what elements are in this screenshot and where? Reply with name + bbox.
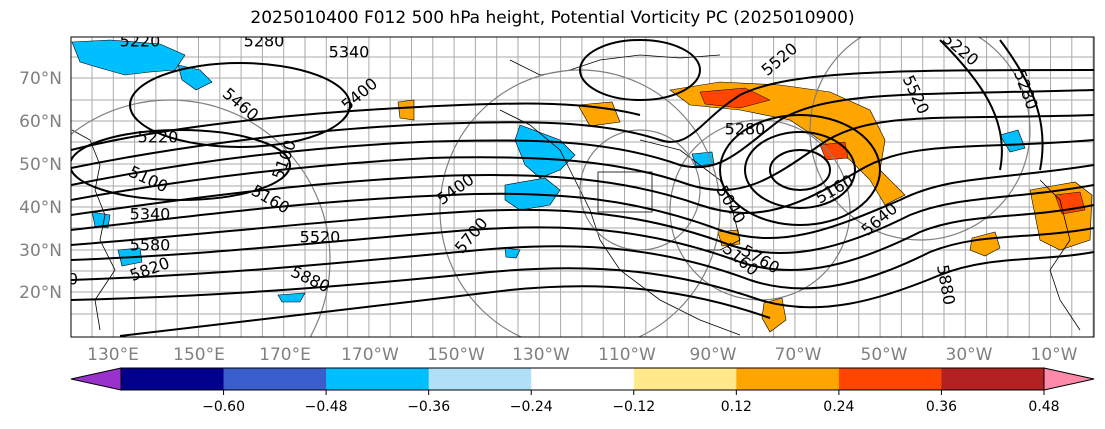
longitude-label: 10°W bbox=[1031, 345, 1078, 365]
coast-north-america-east bbox=[639, 139, 741, 251]
contour-9 bbox=[71, 89, 1094, 186]
longitude-label: 170°W bbox=[341, 345, 399, 365]
colorbar-outline bbox=[120, 367, 1045, 391]
contour-10 bbox=[71, 69, 1094, 169]
colorbar-tick-label: −0.24 bbox=[510, 399, 553, 415]
pv-core-newfoundland bbox=[819, 141, 849, 161]
colorbar-segment bbox=[326, 368, 430, 390]
pv-blob-north-pacific bbox=[71, 39, 186, 76]
contour-5 bbox=[71, 251, 1094, 309]
contour-7 bbox=[71, 139, 1094, 216]
latitude-axis: 70°N 60°N 50°N 40°N 30°N 20°N bbox=[19, 69, 62, 303]
contour-4 bbox=[71, 227, 1094, 290]
map-frame bbox=[70, 36, 1095, 338]
colorbar-tick-label: −0.36 bbox=[407, 399, 450, 415]
contour-1 bbox=[71, 164, 1094, 240]
longitude-axis: 130°E 150°E 170°E 170°W 150°W 130°W 110°W 90°W 7… bbox=[87, 345, 1078, 365]
colorbar-segment bbox=[633, 368, 737, 390]
longitude-label: 30°W bbox=[946, 345, 993, 365]
longitude-label: 70°W bbox=[775, 345, 822, 365]
contour-label: 5340 bbox=[329, 43, 370, 62]
state-lines bbox=[597, 171, 653, 213]
colorbar-tick-label: 0.48 bbox=[1028, 399, 1059, 415]
contour-low-arctic bbox=[579, 39, 701, 101]
contour-label: 5580 bbox=[130, 236, 171, 255]
height-contours bbox=[71, 39, 1094, 337]
colorbar-segment bbox=[428, 368, 532, 390]
colorbar-ticks: −0.60 −0.48 −0.36 −0.24 −0.12 0.12 0.24 0.36 0.4… bbox=[202, 390, 1060, 415]
contour-label: 0 bbox=[68, 270, 78, 289]
colorbar-segment bbox=[121, 368, 225, 390]
latitude-label: 30°N bbox=[19, 241, 62, 261]
map-title: 2025010400 F012 500 hPa height, Potentia… bbox=[250, 8, 855, 28]
colorbar-tick-label: 0.24 bbox=[823, 399, 854, 415]
pv-blob-central-pacific bbox=[277, 292, 306, 303]
circle-pacific-west bbox=[71, 99, 331, 337]
contour-low-atlantic-inner bbox=[769, 149, 831, 191]
pv-blob-north-atlantic bbox=[669, 81, 906, 206]
colorbar-extend-left bbox=[70, 367, 122, 391]
colorbar-segment bbox=[838, 368, 942, 390]
colorbar-tick-label: −0.60 bbox=[202, 399, 245, 415]
colorbar-segment bbox=[941, 368, 1045, 390]
longitude-label: 110°W bbox=[598, 345, 656, 365]
contour-3 bbox=[71, 204, 1094, 272]
colorbar-tick-label: 0.12 bbox=[721, 399, 752, 415]
coast-arctic bbox=[509, 54, 721, 76]
circle-north-atlantic bbox=[809, 37, 1031, 241]
contour-label: 5340 bbox=[130, 205, 171, 224]
longitude-label: 130°E bbox=[87, 345, 139, 365]
contour-label: 5220 bbox=[120, 32, 161, 51]
pv-blob-kamchatka bbox=[177, 64, 213, 91]
latitude-label: 60°N bbox=[19, 112, 62, 132]
contour-label: 5280 bbox=[244, 32, 285, 51]
contour-low-pacific bbox=[71, 129, 291, 201]
colorbar-segment bbox=[531, 368, 635, 390]
longitude-label: 130°W bbox=[512, 345, 570, 365]
latitude-label: 40°N bbox=[19, 198, 62, 218]
colorbar-tick-label: −0.12 bbox=[612, 399, 655, 415]
longitude-label: 50°W bbox=[861, 345, 908, 365]
colorbar-tick-label: 0.36 bbox=[926, 399, 957, 415]
contour-label: 5220 bbox=[138, 128, 179, 147]
negative-pv-regions bbox=[71, 39, 1026, 303]
longitude-label: 170°E bbox=[259, 345, 311, 365]
contour-2 bbox=[71, 184, 1094, 255]
coast-asia bbox=[71, 129, 116, 331]
colorbar-segment bbox=[736, 368, 840, 390]
contour-ridge-east bbox=[939, 39, 1003, 171]
latitude-label: 50°N bbox=[19, 155, 62, 175]
contour-label: 5280 bbox=[725, 120, 766, 139]
colorbar-tick-label: −0.48 bbox=[305, 399, 348, 415]
contour-ridge-east-2 bbox=[999, 39, 1044, 171]
longitude-label: 90°W bbox=[690, 345, 737, 365]
longitude-label: 150°W bbox=[427, 345, 485, 365]
coast-europe-africa bbox=[1039, 179, 1081, 331]
coastlines bbox=[71, 54, 1081, 336]
contour-label: 5520 bbox=[300, 228, 341, 247]
latitude-label: 70°N bbox=[19, 69, 62, 89]
pv-blob-asia-1 bbox=[91, 211, 111, 229]
pv-blob-atlantic bbox=[999, 129, 1026, 153]
contour-8 bbox=[71, 114, 1094, 201]
contour-low-atlantic-outer bbox=[719, 114, 881, 226]
circle-inner bbox=[579, 129, 701, 251]
latitude-label: 20°N bbox=[19, 283, 62, 303]
contour-low-atlantic-mid bbox=[744, 131, 856, 209]
contour-11 bbox=[71, 102, 641, 151]
contour-low-bering bbox=[129, 62, 351, 148]
contour-6 bbox=[119, 285, 771, 337]
pv-blob-hawaii bbox=[504, 247, 521, 259]
colorbar-segment bbox=[223, 368, 327, 390]
coast-north-america-west bbox=[499, 109, 741, 336]
colorbar bbox=[70, 367, 1095, 391]
colorbar-extend-right bbox=[1043, 367, 1095, 391]
pv-blob-bering bbox=[397, 99, 415, 121]
longitude-label: 150°E bbox=[173, 345, 225, 365]
